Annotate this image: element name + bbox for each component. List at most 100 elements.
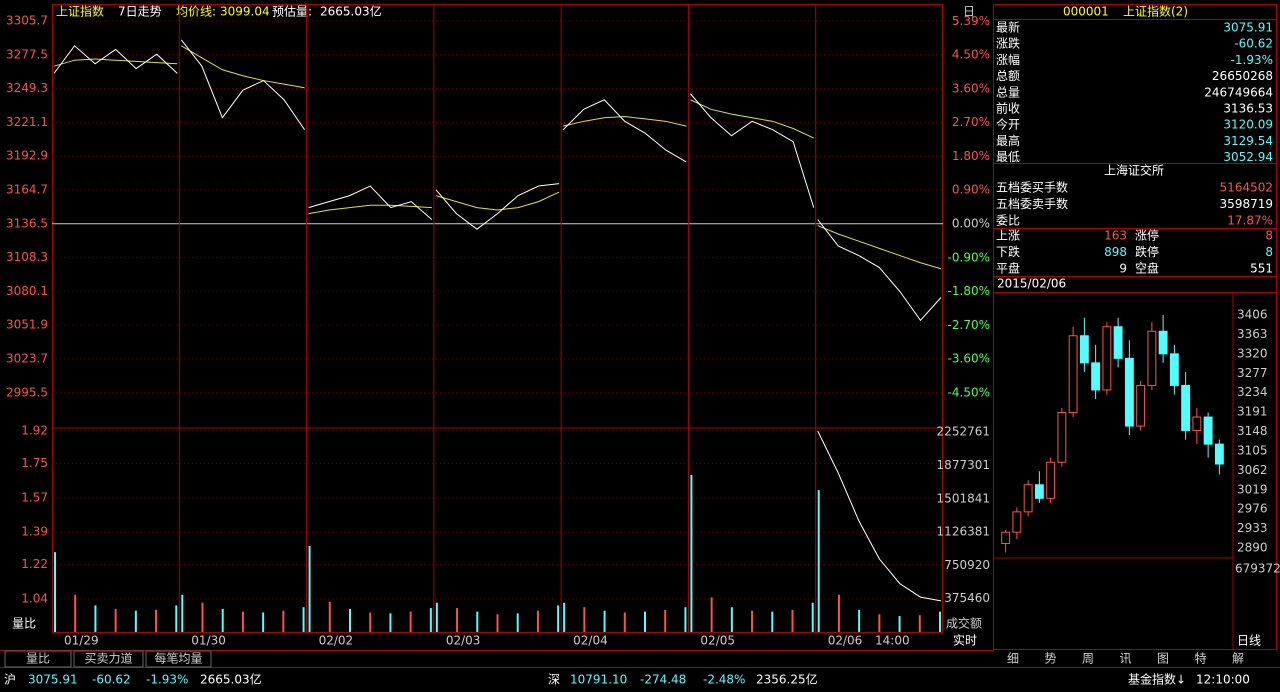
ratio-label: 量比 [12, 617, 36, 631]
day-label: 02/06 [828, 634, 863, 648]
day-label: 02/05 [700, 634, 735, 648]
quote-value: 26650268 [1212, 69, 1273, 83]
tab-label[interactable]: 细 [1007, 652, 1019, 666]
volume-bar [771, 611, 774, 632]
volume-bar [456, 608, 459, 632]
tab[interactable] [73, 650, 144, 668]
candle-body [1203, 416, 1213, 445]
code: 000001 [1063, 5, 1109, 19]
volume-bar [175, 605, 178, 632]
price-tick: 2995.5 [6, 385, 48, 399]
avg-line [435, 191, 560, 211]
candle-body [1147, 330, 1157, 386]
volume-bar [328, 601, 331, 632]
candle-body [1023, 484, 1033, 513]
quote-value: 3136.53 [1223, 102, 1273, 116]
volume-bar [114, 608, 117, 632]
tab-label[interactable]: 特 [1194, 651, 1206, 666]
breadth-value: 551 [1250, 262, 1273, 276]
tab-label[interactable]: 图 [1157, 652, 1169, 666]
volume-bar [201, 602, 204, 632]
tab[interactable] [145, 650, 212, 668]
status-sz: 深 [548, 673, 560, 687]
order-value: 17.87% [1227, 214, 1273, 228]
toggle[interactable]: 日 [963, 5, 975, 19]
price-tick: 3221.1 [6, 115, 48, 129]
pct-tick: 0.00% [952, 217, 990, 231]
volume-bar [74, 594, 77, 632]
volume-bar [811, 602, 814, 632]
candle-body [1034, 484, 1044, 499]
breadth-value: 8 [1265, 245, 1273, 259]
kline-tick: 3148 [1237, 424, 1268, 438]
tab-label[interactable]: 讯 [1119, 652, 1131, 666]
quote-value: 246749664 [1204, 85, 1273, 99]
volume-bar [349, 608, 351, 632]
volume-bar [94, 605, 97, 632]
volume-bar [516, 613, 519, 632]
breadth-label: 上涨 [996, 228, 1020, 243]
price-line [562, 99, 687, 163]
volume-bar [221, 608, 224, 632]
status-fund: 基金指数↓ [1128, 672, 1186, 687]
volume-bar [644, 611, 646, 632]
price-tick: 3136.5 [6, 216, 48, 230]
kline-tick: 2933 [1237, 521, 1268, 535]
quote-value: -60.62 [1234, 37, 1273, 51]
candle-body [1169, 353, 1179, 386]
price-tick: 3249.3 [6, 81, 48, 95]
volume-bar [282, 610, 285, 632]
volume-bar [181, 594, 184, 632]
breadth-value: 898 [1104, 245, 1127, 259]
quote-label: 最高 [996, 133, 1020, 148]
quote-value: 3052.94 [1223, 150, 1273, 164]
kline-tick: 3277 [1237, 366, 1268, 380]
order-value: 3598719 [1220, 197, 1273, 211]
volume-bar [262, 612, 265, 632]
price-line [817, 219, 942, 322]
date: 2015/02/06 [997, 277, 1066, 291]
kline-tick: 3320 [1237, 346, 1268, 360]
status-sz-pct: -2.48% [703, 673, 745, 687]
ratio-tick: 1.75 [21, 456, 48, 470]
quote-label: 最新 [996, 20, 1020, 35]
ratio-tick: 1.92 [21, 424, 48, 438]
kline-tick: 3234 [1237, 385, 1268, 399]
candle-body [1012, 511, 1022, 533]
price-line [435, 183, 560, 230]
volume-bar [858, 609, 861, 632]
quote-label: 最低 [996, 150, 1020, 164]
price-line [53, 45, 178, 74]
tab-label[interactable]: 解 [1232, 652, 1244, 666]
tab-label[interactable]: 量比 [26, 652, 50, 666]
volume-bar [751, 610, 754, 632]
day-label: 02/04 [573, 634, 608, 648]
quote-label: 前收 [996, 101, 1020, 116]
tab-label[interactable]: 周 [1082, 652, 1094, 666]
price-tick: 3192.9 [6, 149, 48, 163]
tab-label[interactable]: 每笔均量 [154, 651, 202, 666]
day-label: 01/30 [191, 634, 226, 648]
avg-line [817, 225, 942, 270]
quote-label: 今开 [996, 117, 1020, 132]
realtime-label[interactable]: 实时 [953, 633, 977, 648]
quote-value: 3120.09 [1223, 118, 1273, 132]
breadth-label: 下跌 [996, 244, 1020, 259]
tab-label[interactable]: 势 [1044, 652, 1056, 666]
ratio-tick: 1.39 [21, 525, 48, 539]
pct-tick: -0.90% [948, 250, 990, 264]
ratio-line [817, 430, 942, 602]
tab[interactable] [4, 650, 72, 668]
tab-label[interactable]: 买卖力道 [84, 652, 132, 666]
volume-bar [496, 614, 499, 632]
price-line [308, 185, 433, 220]
status-sz-amt: 2356.25亿 [756, 672, 818, 687]
kline-tick: 3062 [1237, 463, 1268, 477]
volume-tick: 1877301 [937, 458, 990, 472]
kline-tick: 3019 [1237, 482, 1268, 496]
candle-body [1091, 362, 1101, 391]
candle-body [1158, 330, 1168, 355]
breadth-label: 涨停 [1135, 228, 1159, 243]
avg-line [563, 116, 687, 127]
